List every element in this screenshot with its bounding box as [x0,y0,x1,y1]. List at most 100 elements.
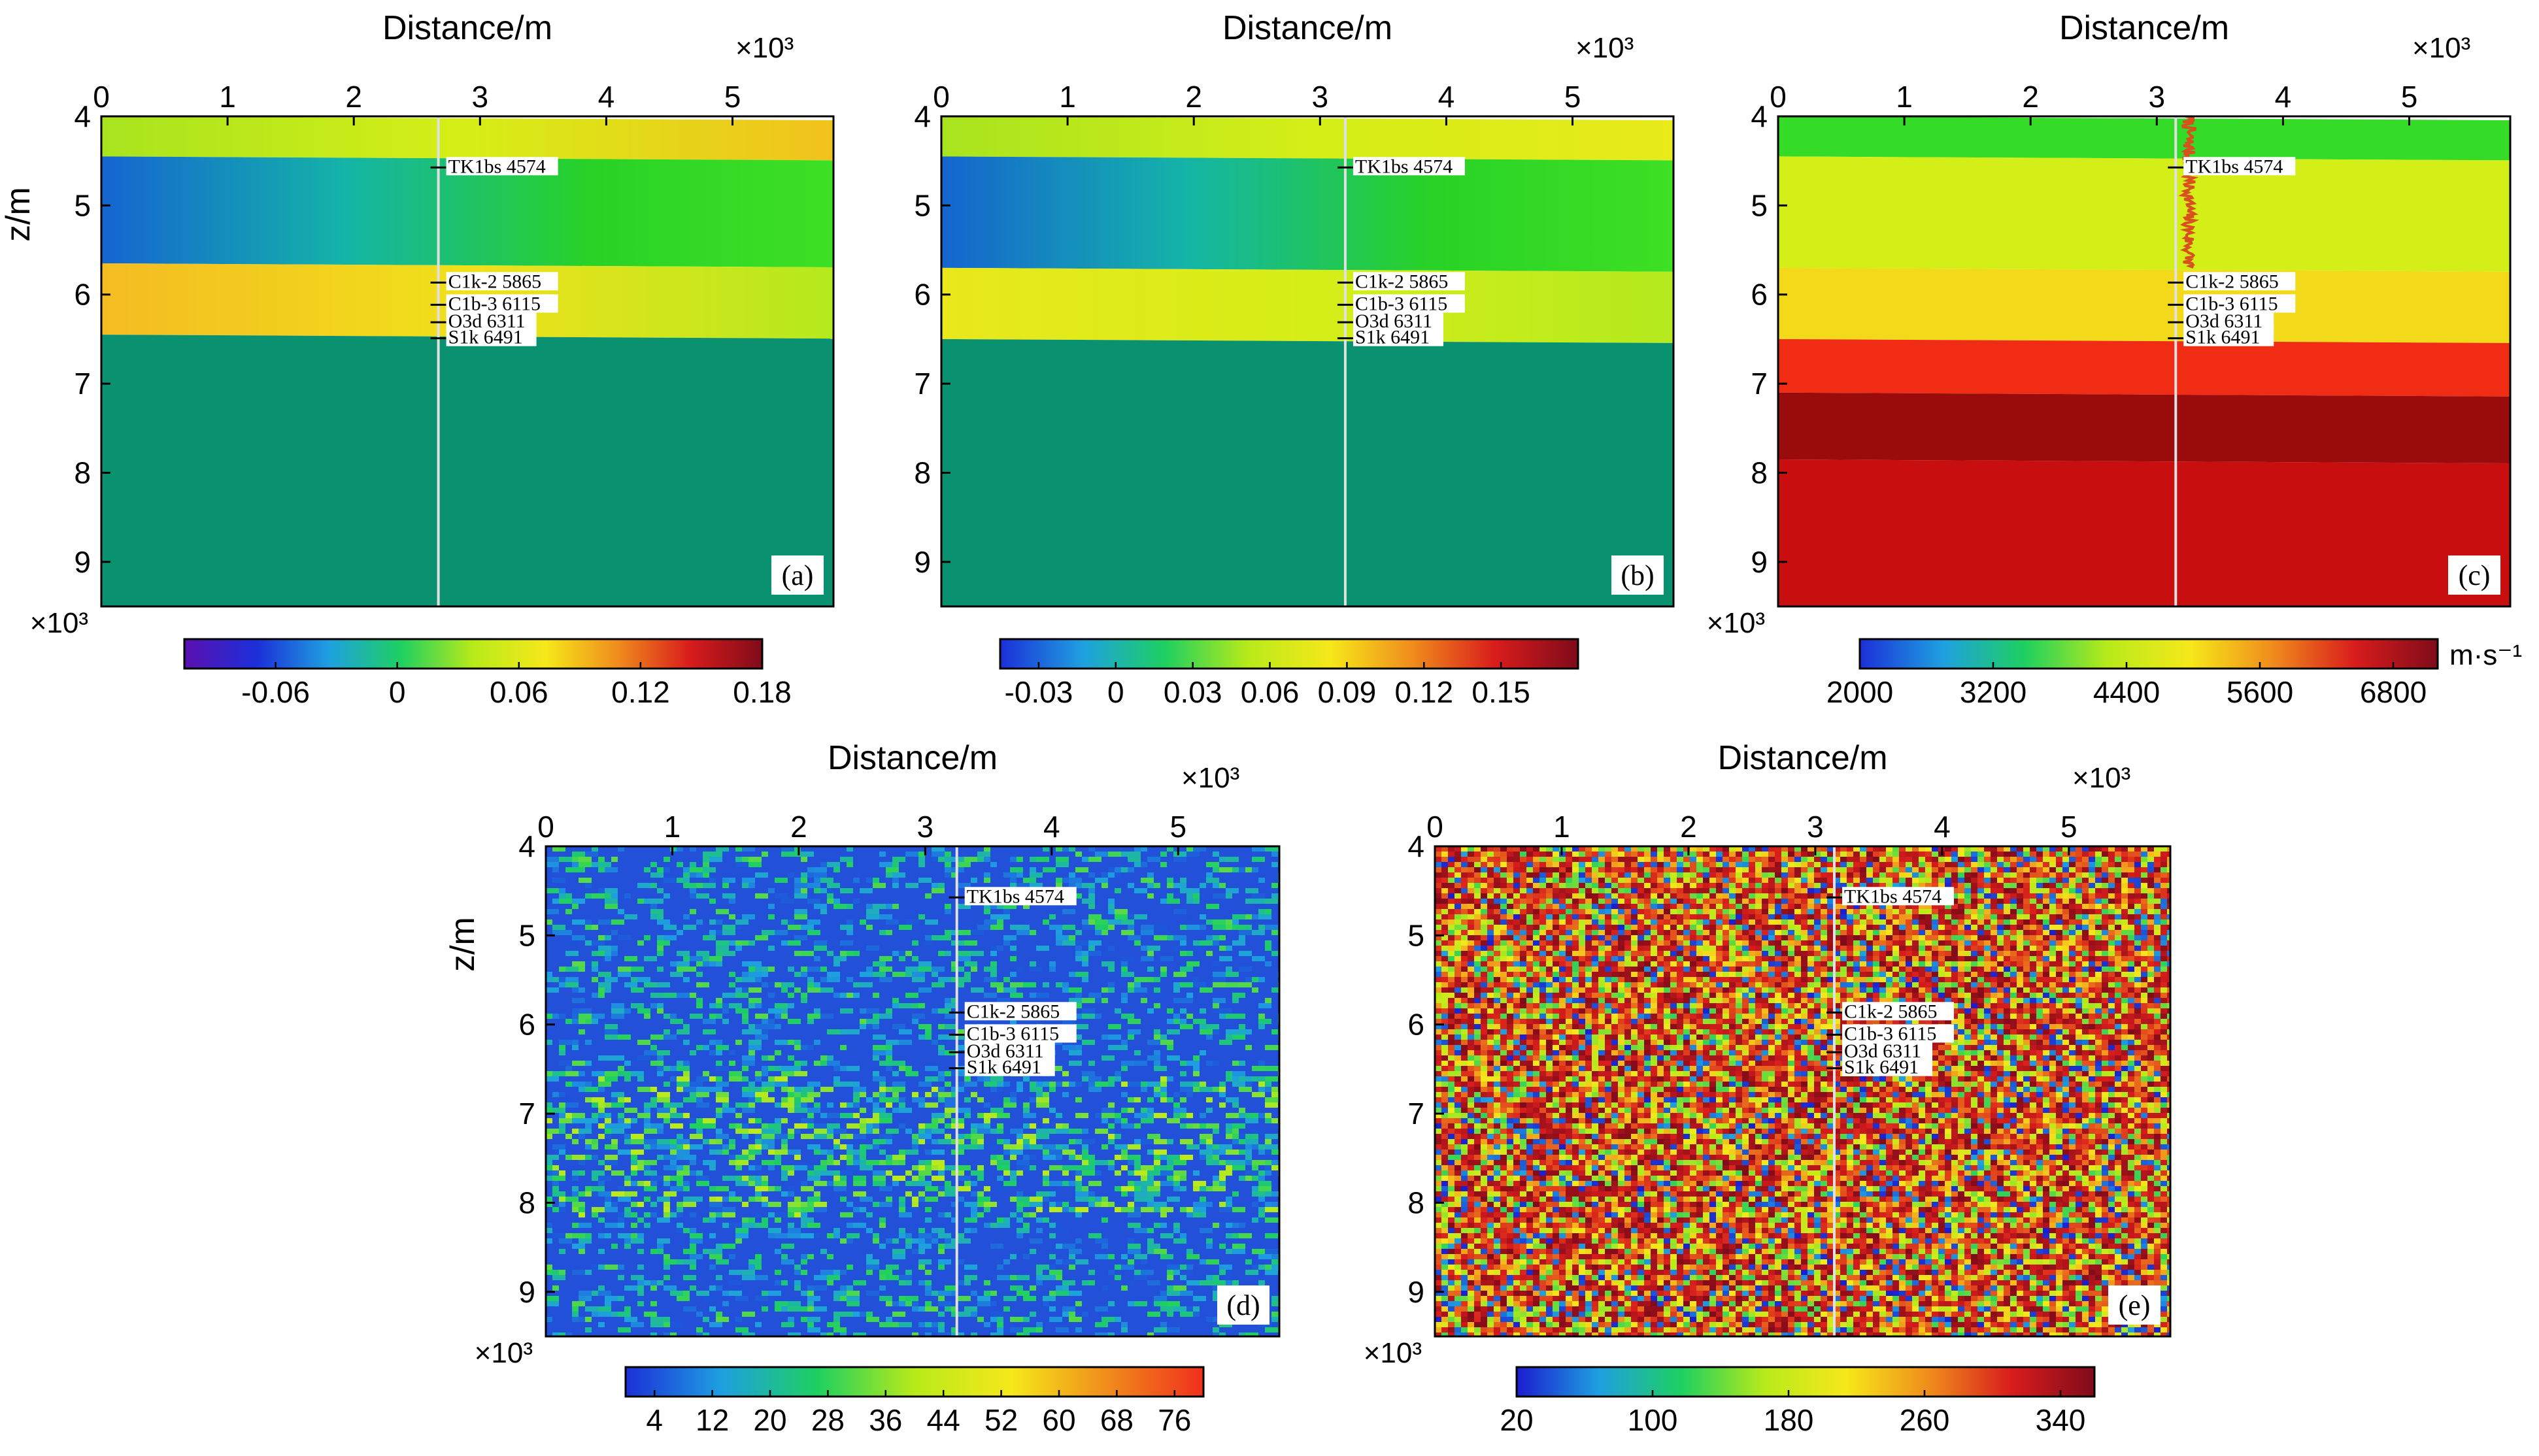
x-tick-label: 3 [1807,810,1824,844]
x-tick-label: 3 [472,80,489,114]
svg-text:(d): (d) [1226,1289,1260,1321]
layer-c-2 [1778,267,2510,343]
colorbar-tick-label: 0.12 [611,675,670,709]
colorbar-tick-label: 28 [811,1403,845,1437]
marker-label: C1b-3 6115 [1844,1023,1936,1044]
marker-a-1: C1k-2 5865 [430,271,558,292]
colorbar-b: -0.03 0 0.03 0.06 0.09 0.12 0.15 [999,638,1579,709]
x-tick-label: 5 [2060,810,2077,844]
x-axis-label: Distance/m [1717,739,1887,777]
y-tick-label: 5 [1407,918,1424,952]
x-axis-label: Distance/m [1222,9,1392,47]
colorbar-tick-label: -0.06 [241,675,310,709]
plot-area-e [1435,846,2170,1336]
marker-d-4: S1k 6491 [949,1057,1055,1078]
colorbar-tick-label: 20 [753,1403,786,1437]
layer-b-0 [941,116,1673,161]
y-tick-label: 5 [1751,188,1768,222]
panel-label-e: (e) [2108,1285,2161,1325]
x-tick-label: 5 [1169,810,1186,844]
colorbar-tick-label: 0 [1107,675,1124,709]
y-tick-label: 4 [1407,829,1424,863]
x-multiplier: ×10³ [735,32,794,64]
layer-c-1 [1778,156,2510,272]
plot-area-c [1778,116,2510,606]
marker-label: S1k 6491 [2185,327,2260,348]
marker-label: C1k-2 5865 [1355,271,1449,292]
plot-frame-d [545,845,1281,1338]
x-tick-label: 4 [1934,810,1951,844]
plot-area-b [941,116,1673,606]
marker-label: C1k-2 5865 [448,271,542,292]
x-tick-label: 0 [1426,810,1443,844]
colorbar-e: 20 100 180 260 340 [1500,1366,2096,1437]
y-tick-label: 6 [518,1008,535,1042]
marker-b-1: C1k-2 5865 [1337,271,1465,292]
x-tick-label: 3 [1312,80,1329,114]
layer-a-1 [101,156,833,267]
x-tick-label: 0 [1770,80,1787,114]
colorbar-tick-label: 0.15 [1471,675,1530,709]
y-tick-label: 6 [1407,1008,1424,1042]
texture-e [1435,846,2170,1336]
marker-label: C1k-2 5865 [1844,1001,1938,1022]
svg-text:(c): (c) [2459,559,2491,591]
x-tick-label: 3 [917,810,934,844]
panel-label-d: (d) [1217,1285,1270,1325]
colorbar-tick-label: 3200 [1960,675,2026,709]
marker-c-0: TK1bs 4574 [2168,156,2296,177]
marker-label: S1k 6491 [1355,327,1430,348]
colorbar-tick-label: 6800 [2360,675,2427,709]
y-tick-label: 6 [1751,278,1768,312]
y-tick-label: 7 [1751,367,1768,401]
colorbar-tick-label: 76 [1158,1403,1191,1437]
y-axis-label: z/m [0,187,37,242]
colorbar-tick-label: 52 [984,1403,1018,1437]
marker-d-1: C1k-2 5865 [949,1001,1077,1022]
well-log-curve [2178,116,2200,269]
y-tick-label: 8 [914,455,931,489]
y-tick-label: 8 [518,1185,535,1219]
colorbar-tick-label: -0.03 [1005,675,1073,709]
colorbar-tick-label: 260 [1900,1403,1950,1437]
x-tick-label: 2 [345,80,362,114]
x-tick-label: 1 [1059,80,1076,114]
y-tick-label: 5 [914,188,931,222]
marker-c-4: S1k 6491 [2168,327,2274,348]
layer-b-3 [941,339,1673,606]
marker-label: S1k 6491 [967,1057,1041,1078]
marker-label: C1b-3 6115 [967,1023,1059,1044]
colorbar-tick-label: 2000 [1826,675,1893,709]
layer-c-3 [1778,339,2510,397]
marker-a-4: S1k 6491 [430,327,537,348]
colorbar-tick-label: 340 [2036,1403,2086,1437]
marker-label: C1b-3 6115 [1355,293,1447,314]
x-tick-label: 5 [2401,80,2418,114]
colorbar-tick-label: 0.18 [733,675,792,709]
x-tick-label: 4 [598,80,615,114]
y-tick-label: 8 [1751,455,1768,489]
x-axis-label: Distance/m [828,739,998,777]
y-tick-label: 8 [1407,1185,1424,1219]
layer-b-2 [941,267,1673,343]
marker-c-2: C1b-3 6115 [2168,293,2296,314]
x-tick-label: 1 [664,810,681,844]
marker-label: TK1bs 4574 [1844,885,1942,907]
x-multiplier: ×10³ [2412,32,2470,64]
x-tick-label: 4 [1438,80,1455,114]
y-tick-label: 9 [74,545,91,579]
y-tick-label: 7 [914,367,931,401]
marker-d-0: TK1bs 4574 [949,885,1077,907]
colorbar-tick-label: 60 [1042,1403,1075,1437]
layer-c-4 [1778,392,2510,463]
marker-label: C1b-3 6115 [2185,293,2278,314]
x-tick-label: 2 [2022,80,2039,114]
marker-e-0: TK1bs 4574 [1826,885,1954,907]
layer-b-1 [941,156,1673,272]
plot-frame-c [1777,115,2512,608]
layer-a-0 [101,116,833,161]
